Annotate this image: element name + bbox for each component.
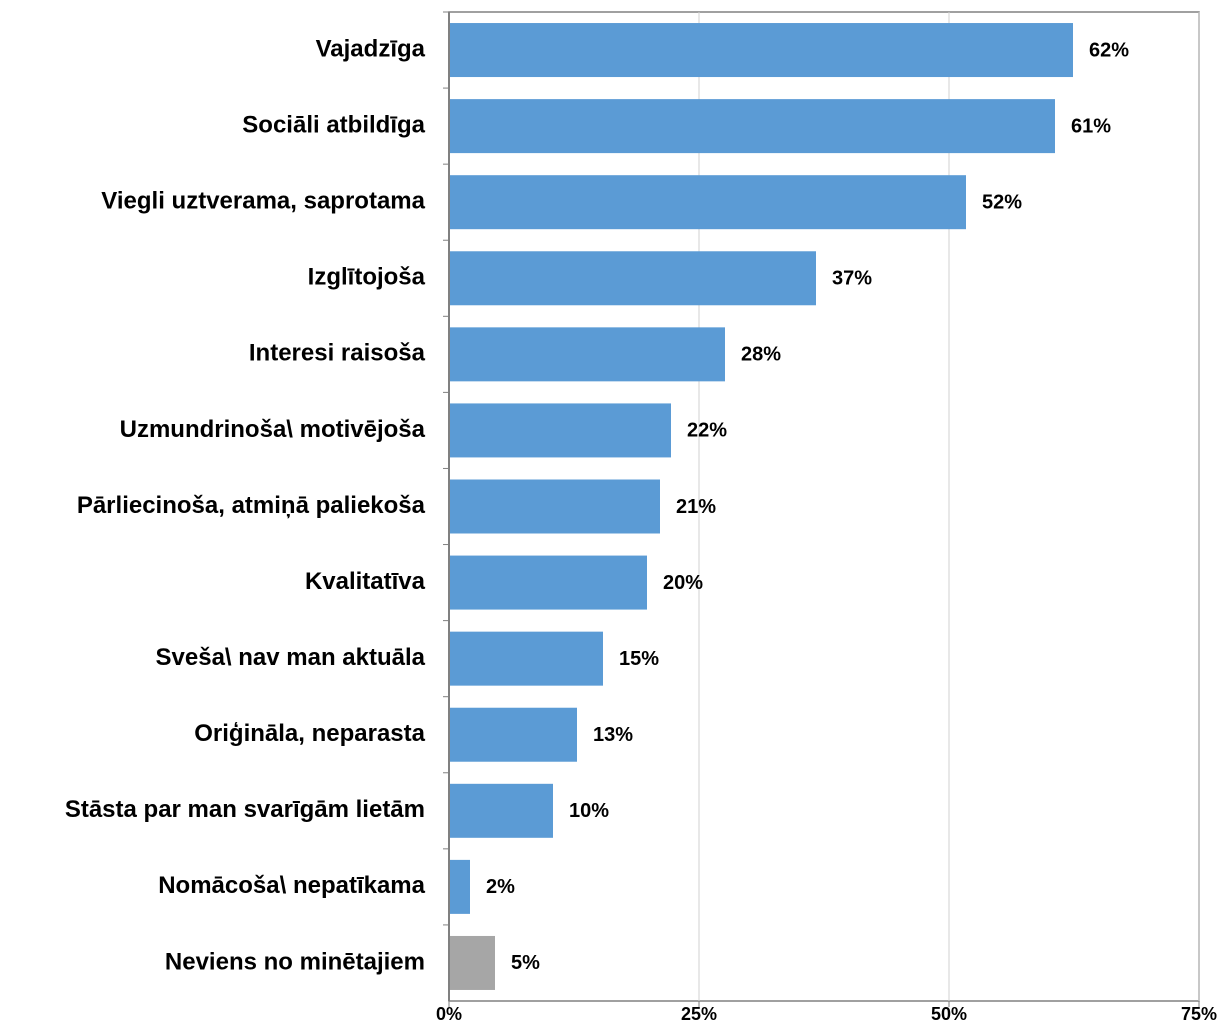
category-label: Pārliecinoša, atmiņā paliekoša	[77, 492, 426, 519]
bar	[449, 479, 660, 534]
value-label: 10%	[569, 800, 609, 822]
x-tick-label: 75%	[1181, 1004, 1217, 1023]
category-label: Interesi raisoša	[249, 340, 426, 367]
category-label: Stāsta par man svarīgām lietām	[65, 796, 425, 823]
category-label: Kvalitatīva	[305, 568, 426, 595]
bar	[449, 859, 470, 914]
value-label: 2%	[486, 876, 515, 898]
category-label: Vajadzīga	[316, 35, 426, 62]
category-label: Izglītojoša	[308, 264, 426, 291]
bar	[449, 99, 1055, 154]
value-label: 28%	[741, 344, 781, 366]
value-label: 20%	[663, 572, 703, 594]
value-label: 15%	[619, 648, 659, 670]
bar	[449, 175, 966, 230]
bar	[449, 783, 553, 838]
bar	[449, 327, 725, 382]
value-label: 62%	[1089, 39, 1129, 61]
value-label: 22%	[687, 420, 727, 442]
x-tick-label: 25%	[681, 1004, 717, 1023]
category-label: Sociāli atbildīga	[242, 111, 425, 138]
category-label: Viegli uztverama, saprotama	[101, 188, 425, 215]
x-tick-label: 0%	[436, 1004, 462, 1023]
bar	[449, 707, 577, 762]
bar	[449, 555, 647, 610]
bar	[449, 403, 671, 458]
category-label: Uzmundrinoša\ motivējoša	[120, 416, 426, 443]
bar	[449, 935, 495, 990]
value-label: 61%	[1071, 115, 1111, 137]
category-label: Neviens no minētajiem	[165, 948, 425, 975]
bar	[449, 23, 1073, 78]
value-label: 21%	[676, 496, 716, 518]
value-label: 37%	[832, 268, 872, 290]
category-label: Oriģināla, neparasta	[194, 720, 425, 747]
bar	[449, 251, 816, 306]
value-label: 52%	[982, 191, 1022, 213]
x-tick-label: 50%	[931, 1004, 967, 1023]
value-label: 13%	[593, 724, 633, 746]
category-label: Sveša\ nav man aktuāla	[156, 644, 426, 671]
category-label: Nomācoša\ nepatīkama	[158, 872, 425, 899]
value-label: 5%	[511, 952, 540, 974]
bar	[449, 631, 603, 686]
